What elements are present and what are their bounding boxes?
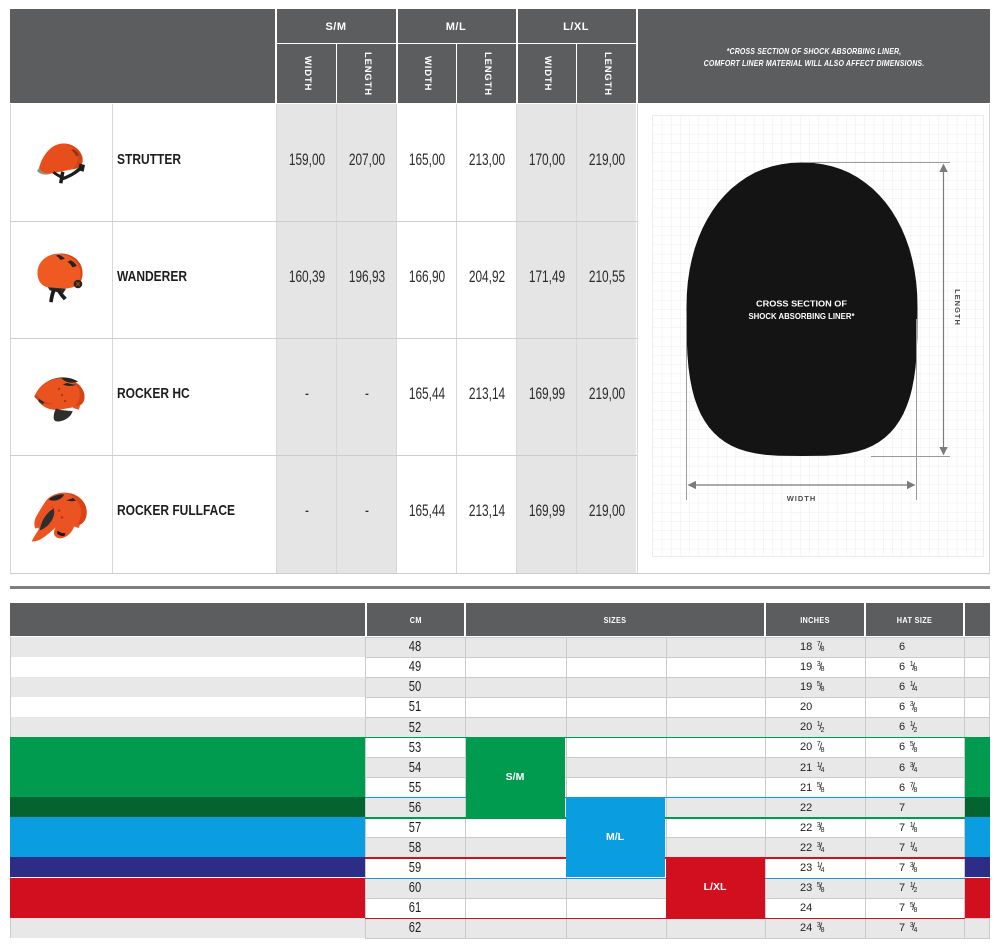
svg-text:SHOCK ABSORBING LINER*: SHOCK ABSORBING LINER* bbox=[749, 312, 856, 321]
svg-text:LENGTH: LENGTH bbox=[953, 289, 962, 326]
svg-text:CROSS SECTION OF: CROSS SECTION OF bbox=[756, 299, 847, 308]
svg-text:WIDTH: WIDTH bbox=[787, 494, 817, 503]
